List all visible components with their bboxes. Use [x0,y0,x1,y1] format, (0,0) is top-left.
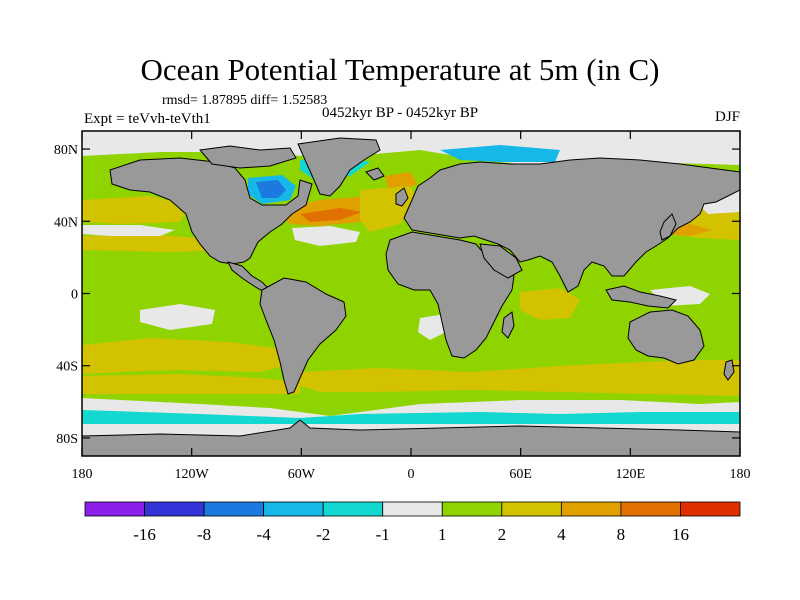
temperature-region [82,225,175,236]
lon-tick-label: 60W [288,467,316,482]
land-british-isles [395,187,409,207]
colorbar-box [441,501,503,517]
land-arabia [479,243,523,279]
colorbar-label: -16 [133,525,156,544]
temperature-region [82,410,740,424]
period-label: 0452kyr BP - 0452kyr BP [322,105,479,121]
lat-tick-label: 80S [56,432,78,447]
map-frame: 80N 40N 0 40S 80S 180 120W 60W 0 60E 120E 180 [54,130,751,482]
colorbar-box [501,501,562,517]
colorbar-label: 1 [438,525,447,544]
colorbar-label: -8 [197,525,211,544]
chart-title: Ocean Potential Temperature at 5m (in C) [140,52,660,87]
colorbar-label: -1 [376,525,390,544]
land-madagascar [501,311,515,339]
land-masses [82,137,740,456]
land-africa [385,231,515,359]
colorbar-label: -2 [316,525,330,544]
stats-label: rmsd= 1.87895 diff= 1.52583 [162,93,328,108]
colorbar-boxes [84,501,741,517]
lat-tick-label: 40N [54,215,78,230]
temperature-region [82,374,300,394]
season-label: DJF [714,109,740,125]
colorbar-box [620,501,681,517]
land-antarctica [82,419,740,456]
temperature-region [256,180,286,198]
land-greenland [297,137,381,197]
colorbar-box [560,501,622,517]
temperature-region [440,145,560,162]
lat-tick-label: 80N [54,143,78,158]
colorbar-box [382,501,443,517]
temperature-region [140,304,215,330]
lat-tick-label: 40S [56,360,78,375]
lon-tick-label: 60E [509,467,532,482]
colorbar-box [144,501,205,517]
temperature-region [82,338,300,374]
temperature-region [292,226,360,246]
colorbar-box [322,501,384,517]
colorbar-box [203,501,265,517]
land-new-zealand [723,359,735,381]
lon-tick-label: 120W [175,467,210,482]
temperature-region [82,234,230,252]
lon-tick-label: 180 [730,467,751,482]
temperature-region [520,288,580,320]
temperature-region [82,131,740,168]
colorbar-label: -4 [257,525,272,544]
land-japan [659,213,677,241]
lon-tick-label: 180 [72,467,93,482]
colorbar-label: 8 [617,525,626,544]
lon-tick-label: 0 [408,467,415,482]
land-north-america [109,157,313,265]
colorbar-box [84,501,145,517]
lon-tick-label: 120E [616,467,646,482]
experiment-label: Expt = teVvh-teVth1 [84,111,211,127]
temperature-region [82,196,190,224]
land-south-america [259,277,347,395]
land-maritime-asia [605,285,677,309]
colorbar-label: 2 [498,525,507,544]
land-arctic-islands [199,145,297,169]
colorbar-labels: -16 -8 -4 -2 -1 1 2 4 8 16 [133,525,689,544]
map-field [82,131,740,456]
colorbar-label: 16 [672,525,689,544]
land-australia [627,309,705,365]
temperature-region [385,172,418,190]
temperature-region [300,360,740,396]
colorbar-box [680,501,741,517]
lat-tick-label: 0 [71,288,78,303]
land-eurasia [403,157,740,293]
temperature-region [300,208,362,222]
colorbar-label: 4 [557,525,566,544]
colorbar-box [263,501,324,517]
land-iceland [365,167,385,181]
